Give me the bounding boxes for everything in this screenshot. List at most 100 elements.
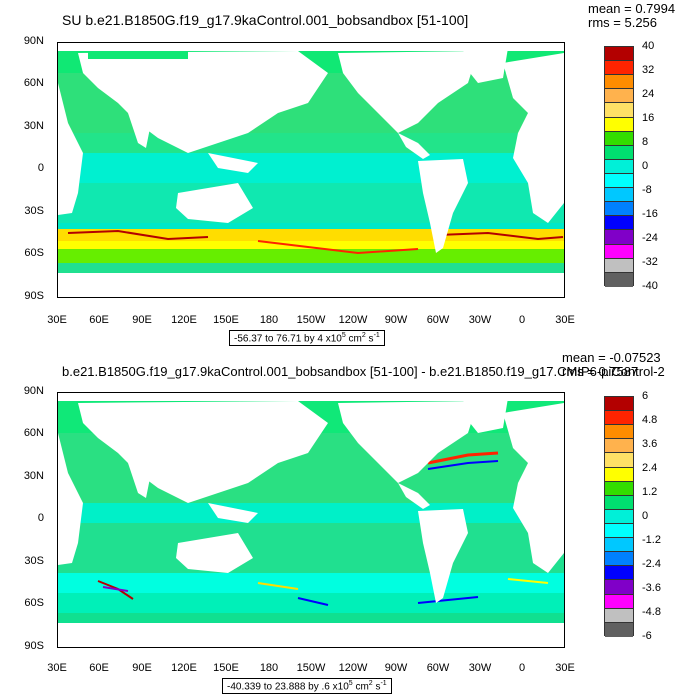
mean-stat: mean = 0.7994	[588, 1, 676, 16]
colorbar-swatch	[605, 523, 633, 539]
colorbar-swatch	[605, 244, 633, 259]
lon-label: 30E	[47, 662, 67, 674]
lat-label: 60N	[23, 427, 44, 439]
range-exp: 5	[348, 680, 353, 687]
lon-label: 90E	[132, 314, 152, 326]
range-suffix-exp: -1	[380, 680, 387, 687]
colorbar-swatch	[605, 145, 633, 160]
lat-label: 90N	[23, 385, 44, 397]
lon-label: 120E	[171, 314, 197, 326]
colorbar-label: -2.4	[642, 558, 661, 570]
colorbar-label: 24	[642, 88, 655, 100]
map-svg-bottom	[58, 393, 564, 647]
colorbar-swatch	[605, 425, 633, 440]
colorbar-swatch	[605, 439, 633, 454]
lat-label: 30S	[24, 205, 44, 217]
lat-label: 0	[37, 162, 44, 174]
lat-label: 60S	[24, 247, 44, 259]
contour-range-box: -40.339 to 23.888 by .6 x105 cm2 s-1	[222, 678, 392, 695]
colorbar-swatch	[605, 159, 633, 174]
lat-label: 0	[37, 512, 44, 524]
colorbar-swatch	[605, 188, 633, 203]
colorbar-swatch	[605, 61, 633, 76]
lat-label: 90S	[24, 640, 44, 652]
range-suffix: s	[365, 333, 374, 345]
lon-label: 30E	[47, 314, 67, 326]
colorbar-label: -16	[642, 208, 658, 220]
range-unit: cm	[345, 333, 362, 345]
colorbar-label: 0	[642, 160, 649, 172]
lon-label: 120W	[338, 662, 368, 674]
colorbar-swatch	[605, 509, 633, 524]
rms-stat: rms = 0.7587	[562, 364, 639, 379]
lat-label: 60N	[23, 77, 44, 89]
lat-label: 90S	[24, 290, 44, 302]
rms-stat: rms = 5.256	[588, 15, 658, 30]
lon-label: 30W	[468, 314, 492, 326]
colorbar-label: -6	[642, 630, 652, 642]
lon-label: 120W	[338, 314, 368, 326]
colorbar-swatch	[605, 103, 633, 118]
colorbar	[604, 396, 634, 637]
range-suffix: s	[372, 681, 381, 693]
lon-label: 0	[518, 314, 526, 326]
lon-label: 30E	[555, 314, 575, 326]
range-suffix-exp: -1	[373, 332, 380, 339]
colorbar-swatch	[605, 397, 633, 412]
colorbar-label: 2.4	[642, 462, 658, 474]
ocean-map	[57, 42, 565, 298]
colorbar-label: 32	[642, 64, 655, 76]
lon-label: 60E	[89, 662, 109, 674]
lon-label: 150E	[213, 314, 239, 326]
lon-label: 0	[518, 662, 526, 674]
lon-label: 90W	[384, 662, 408, 674]
colorbar-label: 1.2	[642, 486, 658, 498]
colorbar-swatch	[605, 216, 633, 231]
colorbar-swatch	[605, 552, 633, 567]
lon-label: 180	[259, 314, 279, 326]
colorbar-swatch	[605, 258, 633, 273]
colorbar-label: 40	[642, 40, 655, 52]
range-text: -40.339 to 23.888 by .6 x10	[227, 681, 349, 693]
colorbar-swatch	[605, 566, 633, 581]
range-unit-exp: 2	[361, 332, 366, 339]
colorbar-swatch	[605, 131, 633, 146]
colorbar-label: 4.8	[642, 414, 658, 426]
panel-title: SU b.e21.B1850G.f19_g17.9kaControl.001_b…	[62, 12, 469, 28]
lon-label: 60W	[426, 314, 450, 326]
panel-title: b.e21.B1850G.f19_g17.9kaControl.001_bobs…	[62, 364, 665, 379]
colorbar-label: 8	[642, 136, 649, 148]
colorbar-swatch	[605, 173, 633, 189]
colorbar-label: -32	[642, 256, 658, 268]
contour-range-box: -56.37 to 76.71 by 4 x105 cm2 s-1	[229, 330, 385, 347]
colorbar-swatch	[605, 467, 633, 482]
lat-label: 30N	[23, 470, 44, 482]
colorbar-swatch	[605, 272, 633, 287]
lon-label: 150W	[296, 662, 326, 674]
colorbar-label: 16	[642, 112, 655, 124]
colorbar-labels: 40 32 24 16 8 0 -8 -16 -24 -32 -40	[642, 40, 692, 300]
lat-label: 60S	[24, 597, 44, 609]
colorbar-swatch	[605, 411, 633, 426]
range-unit: cm	[352, 681, 369, 693]
lon-label: 30E	[555, 662, 575, 674]
mean-stat: mean = -0.07523	[562, 350, 661, 365]
colorbar-swatch	[605, 580, 633, 595]
lat-label: 30N	[23, 120, 44, 132]
colorbar	[604, 46, 634, 287]
lon-label: 90E	[132, 662, 152, 674]
lon-label: 180	[259, 662, 279, 674]
colorbar-label: 3.6	[642, 438, 658, 450]
lon-label: 150E	[213, 662, 239, 674]
lon-label: 120E	[171, 662, 197, 674]
colorbar-swatch	[605, 47, 633, 62]
lon-label: 60W	[426, 662, 450, 674]
colorbar-swatch	[605, 202, 633, 217]
range-text: -56.37 to 76.71 by 4 x10	[234, 333, 342, 345]
lon-label: 90W	[384, 314, 408, 326]
colorbar-label: -4.8	[642, 606, 661, 618]
colorbar-swatch	[605, 75, 633, 90]
colorbar-labels: 6 4.8 3.6 2.4 1.2 0 -1.2 -2.4 -3.6 -4.8 -6	[642, 390, 692, 650]
colorbar-label: -1.2	[642, 534, 661, 546]
lon-label: 150W	[296, 314, 326, 326]
